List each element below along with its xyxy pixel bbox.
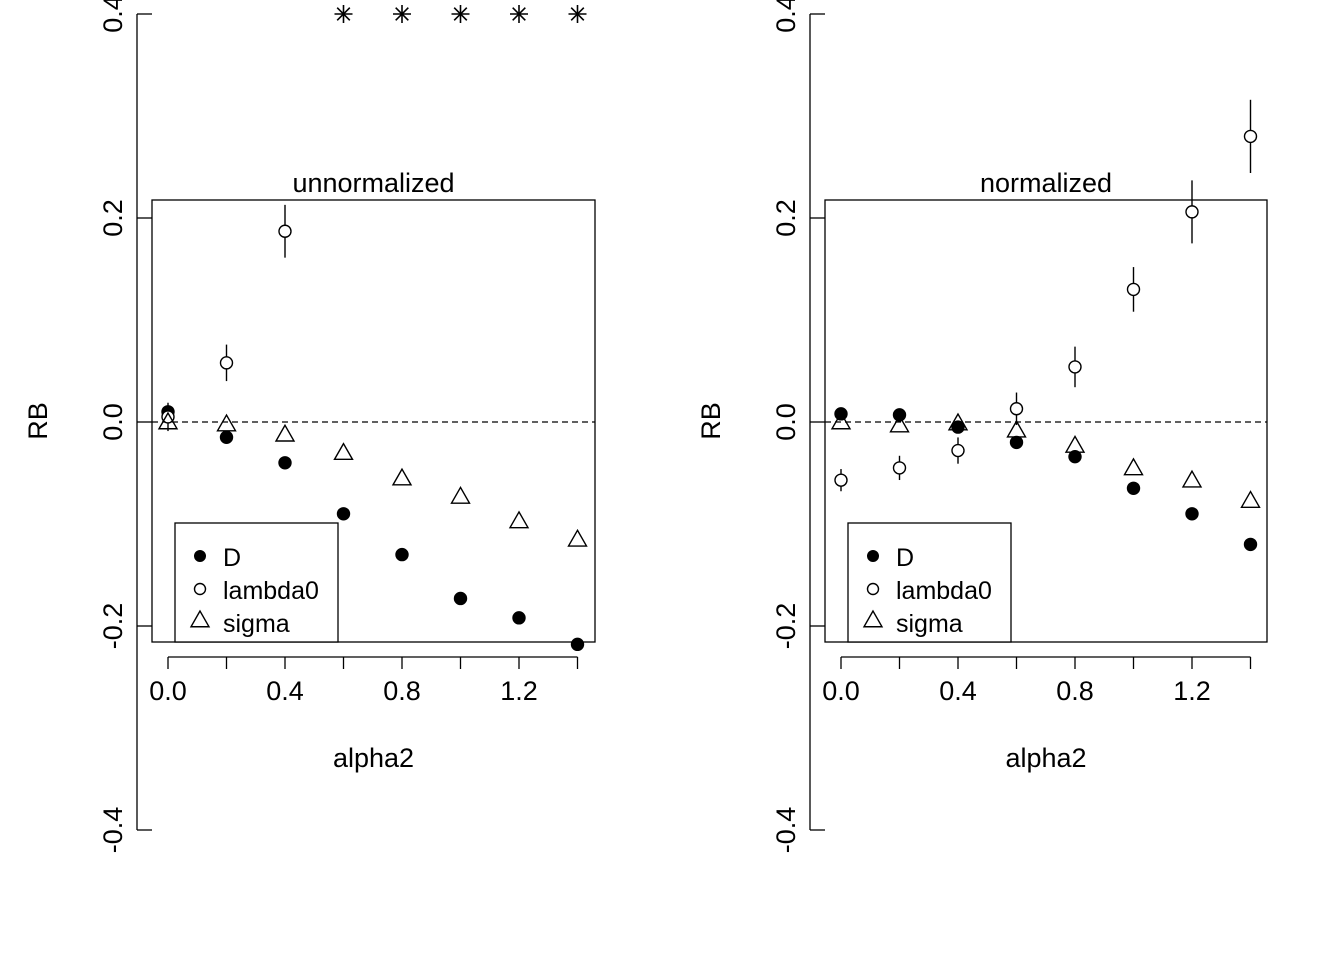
point-out-of-range <box>568 5 587 23</box>
point-lambda0 <box>1185 205 1199 219</box>
x-tick-label: 1.2 <box>500 676 538 706</box>
point-D <box>1068 449 1082 464</box>
point-sigma <box>157 411 179 430</box>
point-lambda0 <box>951 443 965 458</box>
asterisk-stroke <box>336 7 351 21</box>
point-D <box>1009 435 1024 450</box>
legend-label: lambda0 <box>896 577 992 605</box>
point-lambda0 <box>834 473 848 487</box>
point-lambda0 <box>1126 282 1141 297</box>
y-axis-label: RB <box>23 402 53 440</box>
point-sigma <box>508 510 530 529</box>
point-sigma <box>947 412 969 431</box>
x-tick-label: 0.8 <box>1056 676 1094 706</box>
point-D <box>453 591 468 606</box>
legend-symbol-D <box>867 550 879 562</box>
legend-label: sigma <box>896 610 963 638</box>
x-tick-label: 0.0 <box>149 676 187 706</box>
y-tick-label: -0.4 <box>98 807 128 854</box>
point-sigma <box>1006 419 1027 438</box>
legend-symbol-D <box>194 550 206 562</box>
y-tick-label: -0.4 <box>771 807 801 854</box>
legend-label: sigma <box>223 610 290 638</box>
point-sigma <box>889 414 910 433</box>
chart-panel-0: unnormalized alpha2 RB 0.0 0.4 0.8 1.2 -0.4 -0.2… <box>23 0 596 854</box>
y-tick-label: 0.4 <box>98 0 128 33</box>
point-sigma <box>274 423 296 442</box>
chart-title: unnormalized <box>292 168 454 198</box>
point-D <box>395 547 409 562</box>
point-lambda0 <box>278 224 292 238</box>
x-tick-label: 0.0 <box>822 676 860 706</box>
plot-frame <box>151 199 596 643</box>
y-tick-label: 0.2 <box>98 199 128 237</box>
point-D <box>1243 537 1258 552</box>
point-D <box>951 420 965 434</box>
point-D <box>1126 481 1141 495</box>
point-sigma <box>1181 469 1203 488</box>
plot-frame <box>824 199 1268 643</box>
asterisk-stroke <box>453 7 468 21</box>
y-tick-label: -0.2 <box>98 603 128 650</box>
x-tick-label: 0.4 <box>266 676 304 706</box>
point-sigma <box>216 413 237 432</box>
point-D <box>1185 507 1199 521</box>
y-tick-label: 0.0 <box>98 403 128 441</box>
point-sigma <box>391 467 413 486</box>
point-D <box>570 637 585 652</box>
point-out-of-range <box>393 5 411 23</box>
legend-label: D <box>896 544 914 572</box>
asterisk-stroke <box>512 7 526 21</box>
point-lambda0 <box>892 461 907 475</box>
legend-symbol-sigma <box>189 609 211 628</box>
y-axis-label: RB <box>696 402 726 440</box>
point-out-of-range <box>510 5 528 23</box>
legend-box <box>847 522 1012 643</box>
x-tick-label: 1.2 <box>1173 676 1211 706</box>
point-sigma <box>567 528 588 547</box>
legend-label: lambda0 <box>223 577 319 605</box>
point-sigma <box>333 442 354 461</box>
legend-symbol-sigma <box>862 609 884 628</box>
point-sigma <box>1064 435 1086 453</box>
x-tick-label: 0.8 <box>383 676 421 706</box>
point-sigma <box>1240 490 1261 508</box>
point-D <box>278 456 292 470</box>
point-sigma <box>1123 457 1144 476</box>
point-out-of-range <box>334 5 353 23</box>
point-lambda0 <box>1009 402 1024 416</box>
point-lambda0 <box>1243 129 1258 144</box>
point-sigma <box>450 486 471 504</box>
asterisk-stroke <box>570 7 585 21</box>
point-lambda0 <box>1068 360 1082 374</box>
chart-title: normalized <box>980 168 1112 198</box>
y-tick-label: -0.2 <box>771 603 801 650</box>
chart-panel-1: normalized alpha2 RB 0.0 0.4 0.8 1.2 -0.4 -0.2 0.… <box>696 0 1268 854</box>
x-axis-label: alpha2 <box>333 743 414 773</box>
point-D <box>219 430 234 444</box>
point-sigma <box>830 411 852 430</box>
x-axis-label: alpha2 <box>1005 743 1086 773</box>
y-tick-label: 0.4 <box>771 0 801 33</box>
legend-label: D <box>223 544 241 572</box>
point-D <box>512 611 526 625</box>
legend-symbol-lambda0 <box>193 582 207 596</box>
legend-symbol-lambda0 <box>866 582 880 596</box>
point-D <box>336 507 351 521</box>
point-lambda0 <box>161 410 175 424</box>
point-lambda0 <box>219 356 234 370</box>
asterisk-stroke <box>395 7 409 21</box>
x-tick-label: 0.4 <box>939 676 977 706</box>
legend-box <box>174 522 339 643</box>
point-out-of-range <box>451 5 470 23</box>
y-tick-label: 0.2 <box>771 199 801 237</box>
y-tick-label: 0.0 <box>771 403 801 441</box>
